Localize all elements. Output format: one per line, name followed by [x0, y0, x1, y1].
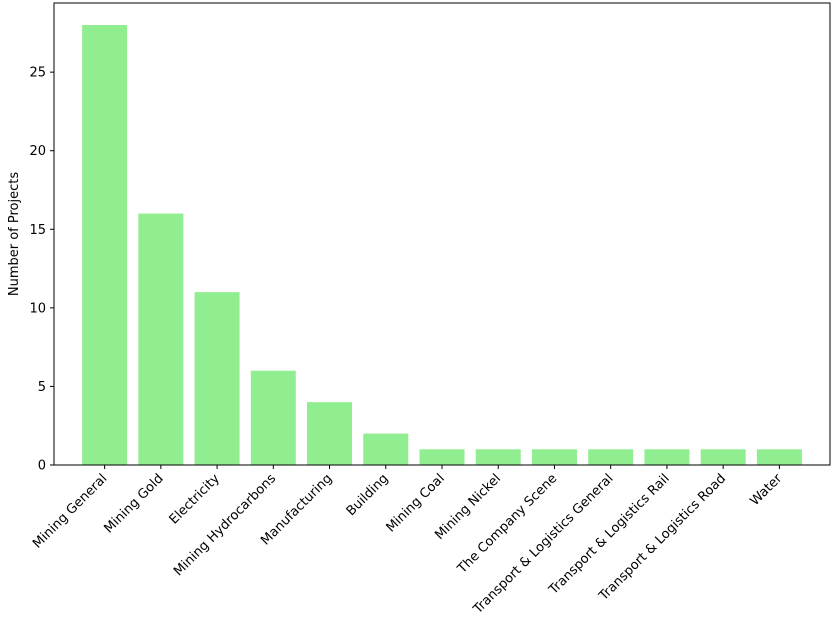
y-tick-label: 0: [38, 459, 46, 474]
bar-transport-logistics-general: [588, 449, 634, 465]
bar-transport-logistics-road: [700, 449, 746, 465]
bar-mining-nickel: [475, 449, 521, 465]
bar-mining-hydrocarbons: [250, 370, 296, 465]
y-tick-label: 20: [29, 144, 46, 159]
bar-water: [756, 449, 802, 465]
x-tick-label: Building: [344, 471, 392, 519]
bar-mining-general: [82, 25, 128, 465]
bar-electricity: [194, 292, 240, 465]
bar-mining-gold: [138, 213, 184, 465]
y-tick-label: 15: [29, 223, 46, 238]
x-tick-label: The Company Scene: [454, 471, 560, 577]
bar-mining-coal: [419, 449, 465, 465]
x-tick-label: Mining Hydrocarbons: [171, 471, 279, 579]
bar-building: [363, 433, 409, 465]
bars-group: [82, 25, 802, 465]
y-axis-label: Number of Projects: [7, 172, 22, 296]
bar-transport-logistics-rail: [644, 449, 690, 465]
y-tick-label: 5: [38, 380, 46, 395]
x-tick-label: Water: [747, 471, 785, 509]
x-tick-label: Mining General: [30, 471, 110, 551]
x-tick-label: Mining Gold: [101, 471, 166, 536]
bar-manufacturing: [307, 402, 353, 465]
bar-the-company-scene: [531, 449, 577, 465]
y-tick-label: 10: [29, 301, 46, 316]
y-tick-label: 25: [29, 66, 46, 81]
x-tick-label: Electricity: [167, 471, 223, 527]
y-axis: 0 5 10 15 20 25: [29, 66, 54, 474]
